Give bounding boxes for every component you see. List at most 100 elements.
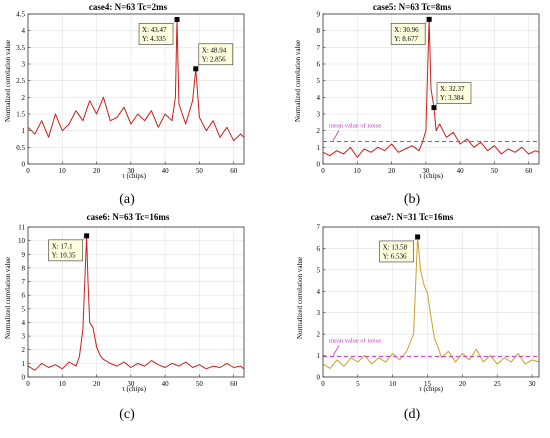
panel-c-series-line [27, 235, 245, 371]
panel-b-xtick-label-6: 60 [525, 167, 533, 175]
panel-b-xtick-label-5: 50 [491, 167, 499, 175]
panel-c-xlabel: τ (chips) [122, 385, 147, 393]
panel-b-datatip-text-1-0: X: 32.37 [440, 85, 465, 93]
panel-b-ytick-label-3: 3 [317, 111, 321, 119]
panel-a-ytick-label-2: 1 [22, 127, 26, 135]
panel-a-ytick-label-0: 0 [22, 161, 26, 169]
panel-b-caption: (b) [404, 192, 421, 207]
panel-c-ytick-label-1: 1 [22, 360, 26, 368]
panel-a-xtick-label-6: 60 [230, 167, 238, 175]
panel-d-title: case7: N=31 Tc=16ms [371, 212, 454, 222]
panel-a-ytick-label-9: 4.5 [16, 11, 25, 19]
panel-c-ytick-label-6: 6 [22, 292, 26, 300]
panel-d-caption: (d) [404, 407, 421, 422]
panel-d-xtick-label-1: 5 [356, 380, 360, 388]
panel-b-noise-mean-arrow [332, 130, 340, 141]
panel-a-ytick-label-4: 2 [22, 94, 26, 102]
panel-a-ytick-label-7: 3.5 [16, 44, 25, 52]
panel-d-datatip-text-0-1: Y: 6.536 [383, 252, 407, 260]
panel-d-xtick-label-3: 15 [424, 380, 432, 388]
panel-d-ytick-label-6: 6 [317, 245, 321, 253]
panel-a-xtick-label-2: 20 [93, 167, 101, 175]
panel-d-xlabel: τ (chips) [419, 385, 444, 393]
panel-b-axes-frame [322, 13, 540, 165]
panel-b-xtick-label-4: 40 [457, 167, 465, 175]
panel-a-caption: (a) [119, 192, 135, 207]
panel-a-xtick-label-0: 0 [26, 167, 30, 175]
panel-d-xtick-label-0: 0 [321, 380, 325, 388]
panel-d-noise-mean-arrow [332, 345, 340, 356]
panel-b-ytick-label-0: 0 [317, 161, 321, 169]
panel-a-ytick-label-8: 4 [22, 27, 26, 35]
panel-c-xtick-label-0: 0 [26, 380, 30, 388]
panel-b-datatip-box-1 [436, 82, 472, 104]
panel-d-plot-area [323, 227, 539, 377]
panel-a-datatip-leader-0 [172, 19, 178, 24]
panel-c-ytick-label-0: 0 [22, 374, 26, 382]
panel-c: case6: N=63 Tc=16ms Normalized correlati… [4, 212, 245, 422]
panel-d-ytick-label-1: 1 [317, 352, 321, 360]
panel-b-xtick-label-1: 10 [354, 167, 362, 175]
panel-b-ytick-label-7: 7 [317, 44, 321, 52]
panel-d-xtick-label-5: 25 [494, 380, 502, 388]
panel-d: case7: N=31 Tc=16ms Normalized correlati… [296, 212, 540, 422]
panel-c-ytick-label-8: 8 [22, 264, 26, 272]
panel-a-series-line [27, 19, 245, 142]
panel-b-ytick-label-9: 9 [317, 11, 321, 19]
panel-d-ytick-label-0: 0 [317, 374, 321, 382]
panel-b-datatip-leader-1 [433, 103, 438, 108]
panel-b-xtick-label-2: 20 [388, 167, 396, 175]
panel-b-datatip-text-0-0: X: 30.96 [394, 26, 419, 34]
panel-c-ytick-label-4: 4 [22, 319, 26, 327]
panel-c-datatip-text-0-1: Y: 10.35 [52, 251, 76, 259]
panel-a-datatip-text-1-0: X: 48.94 [202, 46, 227, 54]
panel-c-title: case6: N=63 Tc=16ms [87, 212, 170, 222]
panel-a-datatip-leader-1 [195, 64, 199, 69]
panel-c-xtick-label-2: 20 [93, 380, 101, 388]
panel-c-ytick-label-2: 2 [22, 346, 26, 354]
panel-c-xtick-label-1: 10 [59, 380, 67, 388]
panel-a-plot-area [28, 14, 244, 164]
panel-c-xtick-label-3: 30 [127, 380, 135, 388]
panel-c-datatip-box-0 [48, 239, 83, 262]
panel-a-xtick-label-1: 10 [59, 167, 67, 175]
panel-a-ytick-label-1: 0.5 [16, 144, 25, 152]
panel-a-datatip-text-0-0: X: 43.47 [142, 26, 167, 34]
panel-b-xtick-label-0: 0 [321, 167, 325, 175]
panel-d-datatip-leader-0 [413, 236, 418, 242]
panel-c-ytick-label-5: 5 [22, 305, 26, 313]
panel-c-ytick-label-10: 10 [18, 237, 26, 245]
panel-b-datatip-text-0-1: Y: 8.677 [394, 35, 418, 43]
panel-c-datatip-text-0-0: X: 17.1 [52, 242, 74, 250]
panel-d-ylabel: Normalized correlation value [296, 257, 304, 339]
panel-b-datatip-box-0 [390, 23, 426, 45]
panel-b-ytick-label-5: 5 [317, 77, 321, 85]
panel-d-xtick-label-6: 30 [529, 380, 537, 388]
panel-a-xtick-label-3: 30 [127, 167, 135, 175]
panel-b-ytick-label-2: 2 [317, 127, 321, 135]
panel-b-title: case5: N=63 Tc=8ms [373, 2, 452, 12]
panel-c-xtick-label-6: 60 [230, 380, 238, 388]
panel-a-datatip-box-0 [138, 23, 174, 45]
panel-a-title: case4: N=63 Tc=2ms [89, 2, 168, 12]
panel-d-ytick-label-4: 4 [317, 288, 321, 296]
panel-a-ytick-label-6: 3 [22, 61, 26, 69]
panel-b: case5: N=63 Tc=8ms Normalized correlatio… [294, 2, 540, 207]
panel-c-ylabel: Normalized correlation value [4, 257, 12, 339]
panel-a-xlabel: τ (chips) [122, 172, 147, 180]
panel-c-ytick-label-11: 11 [18, 224, 25, 232]
panel-d-ytick-label-7: 7 [317, 224, 321, 232]
panel-a-datatip-box-1 [198, 43, 234, 66]
panel-b-datatip-text-1-1: Y: 3.384 [440, 94, 464, 102]
panel-b-noise-mean-label: mean value of noise [329, 123, 381, 130]
panel-b-ytick-label-4: 4 [317, 94, 321, 102]
panel-d-ytick-label-3: 3 [317, 309, 321, 317]
panel-b-series-line [322, 18, 540, 158]
panel-c-ytick-label-9: 9 [22, 251, 26, 259]
panel-a-ytick-label-3: 1.5 [16, 111, 25, 119]
panel-a-ylabel: Normalized correlation value [4, 40, 12, 122]
panel-d-datatip-text-0-0: X: 13.58 [383, 243, 408, 251]
panel-a-xtick-label-5: 50 [196, 167, 204, 175]
